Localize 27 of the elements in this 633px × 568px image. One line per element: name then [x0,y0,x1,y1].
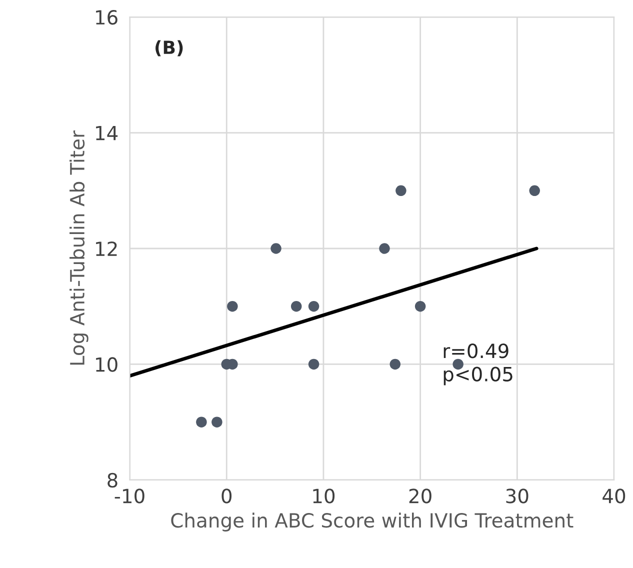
point [379,243,390,254]
point [414,300,426,312]
point [529,185,540,196]
x-tick-label: 10 [313,488,335,504]
y-tick-label: 8 [108,472,118,488]
x-tick-label: 0 [222,488,232,504]
y-tick-label: 12 [96,241,117,256]
point [396,185,406,196]
point [196,416,207,428]
annotation: (B) [156,40,183,56]
annotation: r=0.49 p<0.05 [444,344,512,386]
x-tick-label: 20 [409,488,432,504]
point [290,300,302,312]
y-tick-label: 10 [96,357,118,372]
point [308,358,320,370]
point [390,358,401,370]
x-tick-label: 30 [506,488,528,504]
x-axis-title: Change in ABC Score with IVIG Treatment [171,512,574,532]
point [308,300,320,312]
y-tick-label: 16 [96,10,118,25]
x-tick-label: 40 [602,488,626,504]
y-axis-title: Log Anti-Tubulin Ab Titer [70,130,88,365]
point [270,243,282,254]
y-tick-label: 14 [96,126,118,140]
point [227,300,238,312]
point [212,416,222,428]
x-tick-label: -10 [114,488,144,504]
